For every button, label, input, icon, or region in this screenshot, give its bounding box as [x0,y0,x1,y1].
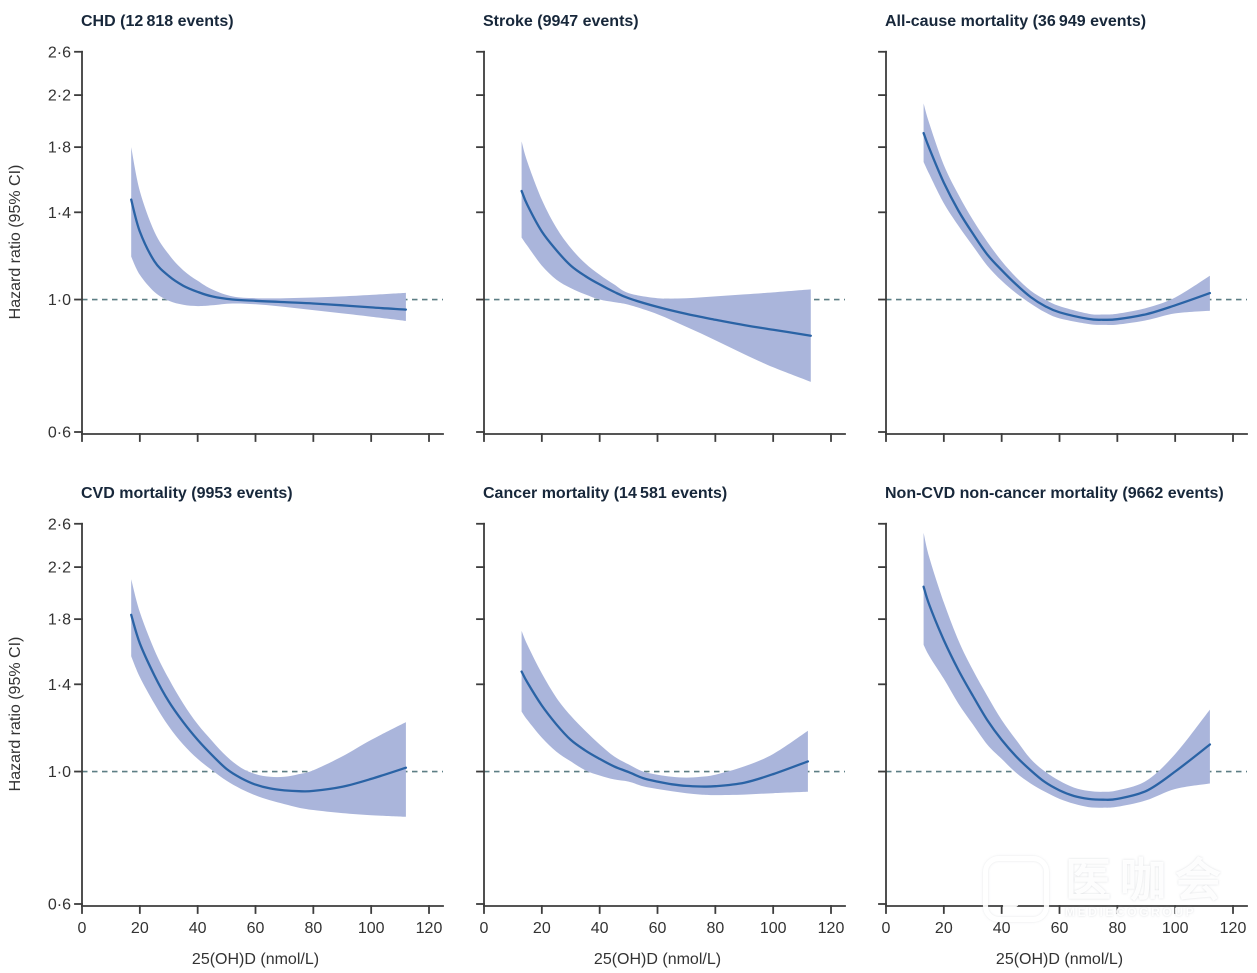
y-tick-label: 2·2 [48,88,71,105]
stroke-plot [476,50,846,442]
x-tick-label: 0 [480,920,489,937]
x-tick-label: 20 [533,920,551,937]
hazard-ratio-curve [130,198,408,311]
panel-title-cancer-mortality: Cancer mortality (14 581 events) [483,485,727,502]
y-tick-label: 0·6 [48,897,71,914]
y-tick-label: 2·6 [48,516,71,533]
y-tick-label: 2·2 [48,560,71,577]
x-tick-label: 40 [591,920,609,937]
x-axis-label: 25(OH)D (nmol/L) [996,951,1123,968]
y-tick-label: 1·8 [48,140,71,157]
y-tick-label: 1·4 [48,677,71,694]
x-tick-label: 60 [649,920,667,937]
y-axis-label: Hazard ratio (95% CI) [7,637,24,792]
x-tick-label: 120 [416,920,443,937]
ci-band [521,630,808,796]
hazard-ratio-curve [520,670,810,788]
hazard-ratio-curve [922,585,1212,801]
x-axis-label: 25(OH)D (nmol/L) [594,951,721,968]
x-tick-label: 100 [760,920,787,937]
x-tick-label: 80 [304,920,322,937]
x-tick-label: 20 [935,920,953,937]
panel-non-cvd-non-cancer-mortality: Non-CVD non-cancer mortality (9662 event… [878,485,1248,968]
y-tick-label: 1·8 [48,612,71,629]
hazard-ratio-curve [922,131,1212,321]
cvd-mortality-plot: 0 20 40 60 80 100 120 2·6 2·2 1·8 1·4 1·0 0·6 Hazard … [7,516,444,968]
ci-band [131,579,406,817]
x-tick-label: 40 [189,920,207,937]
x-tick-label: 0 [882,920,891,937]
non-cvd-non-cancer-mortality-plot: 0 20 40 60 80 100 120 25(OH)D (nmol/L) [878,522,1248,968]
panel-title-all-cause-mortality: All-cause mortality (36 949 events) [885,13,1146,30]
x-tick-label: 100 [358,920,385,937]
x-tick-label: 80 [1108,920,1126,937]
all-cause-mortality-plot [878,50,1248,442]
panel-all-cause-mortality: All-cause mortality (36 949 events) [878,13,1248,442]
ci-band [131,147,406,321]
x-tick-label: 120 [1220,920,1247,937]
x-tick-label: 80 [706,920,724,937]
y-tick-label: 1·0 [48,292,71,309]
y-tick-label: 2·6 [48,44,71,61]
y-tick-label: 1·0 [48,764,71,781]
x-tick-label: 100 [1162,920,1189,937]
y-tick-label: 0·6 [48,425,71,442]
ci-band [521,141,811,382]
y-axis-label: Hazard ratio (95% CI) [7,165,24,320]
x-axis-label: 25(OH)D (nmol/L) [192,951,319,968]
cancer-mortality-plot: 0 20 40 60 80 100 120 25(OH)D (nmol/L) [476,522,846,968]
ci-band [923,103,1210,326]
x-tick-label: 20 [131,920,149,937]
panel-title-non-cvd-non-cancer-mortality: Non-CVD non-cancer mortality (9662 event… [885,485,1224,502]
panel-title-chd: CHD (12 818 events) [81,13,234,30]
chd-plot: 2·6 2·2 1·8 1·4 1·0 0·6 Hazard ratio (95% CI) [7,44,444,442]
x-tick-label: 60 [1051,920,1069,937]
x-tick-label: 120 [818,920,845,937]
hazard-ratio-curve [130,613,408,793]
panel-stroke: Stroke (9947 events) [476,13,846,442]
panel-cancer-mortality: Cancer mortality (14 581 events) 0 20 40 60… [476,485,846,968]
hazard-ratio-curve [520,189,812,337]
panel-title-stroke: Stroke (9947 events) [483,13,639,30]
panel-cvd-mortality: CVD mortality (9953 events) 0 20 40 60 80 100… [7,485,444,968]
panel-chd: CHD (12 818 events) 2·6 2·2 1·8 1·4 1·0 0·6 Ha… [7,13,444,442]
x-tick-label: 60 [247,920,265,937]
y-tick-label: 1·4 [48,205,71,222]
ci-band [923,532,1210,808]
x-tick-label: 40 [993,920,1011,937]
panel-title-cvd-mortality: CVD mortality (9953 events) [81,485,293,502]
x-tick-label: 0 [78,920,87,937]
